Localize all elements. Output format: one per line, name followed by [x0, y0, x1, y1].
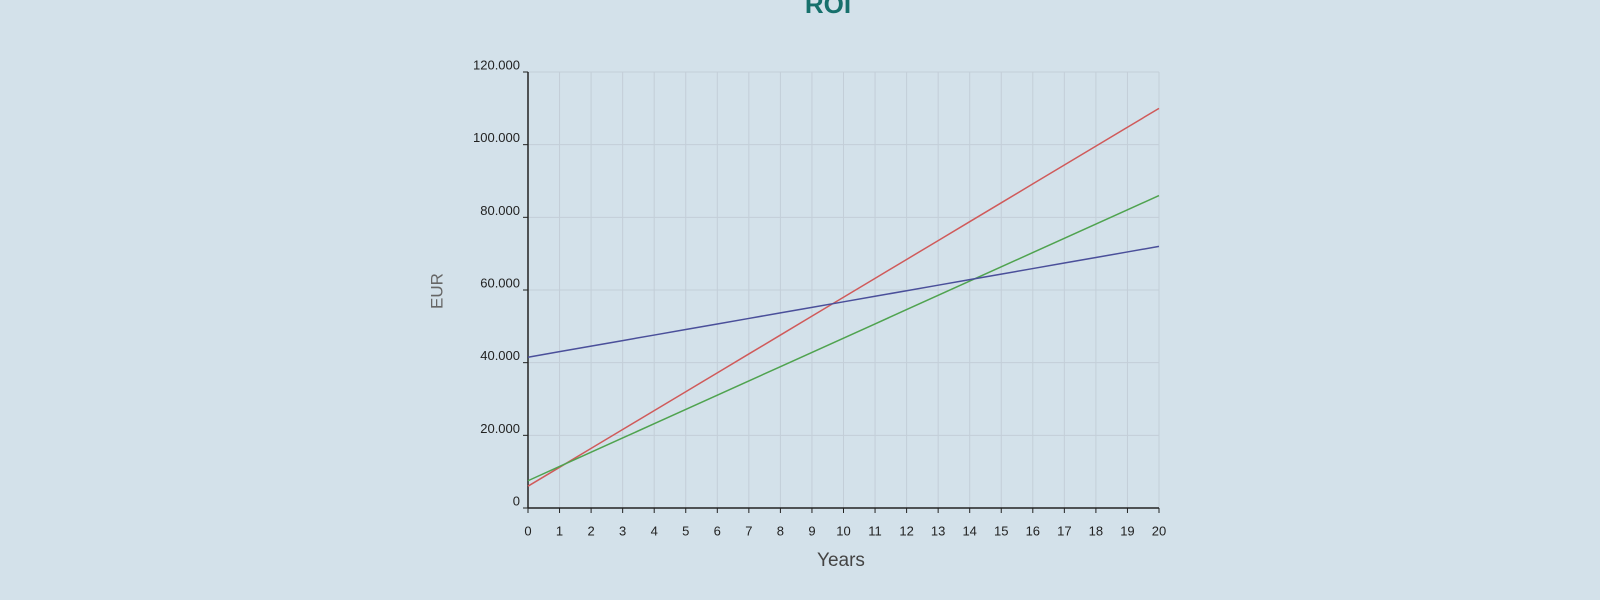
x-tick-label: 2 — [587, 523, 594, 538]
x-tick-label: 10 — [836, 523, 850, 538]
x-tick-label: 6 — [714, 523, 721, 538]
y-tick-label: 80.000 — [480, 203, 520, 218]
x-tick-label: 3 — [619, 523, 626, 538]
x-tick-label: 16 — [1026, 523, 1040, 538]
x-tick-label: 13 — [931, 523, 945, 538]
y-tick-label: 0 — [513, 493, 520, 508]
series-line — [527, 107, 1160, 487]
x-tick-label: 14 — [962, 523, 976, 538]
x-tick-label: 1 — [556, 523, 563, 538]
y-tick-label: 40.000 — [480, 348, 520, 363]
y-tick-label: 120.000 — [473, 57, 520, 72]
x-tick-label: 4 — [651, 523, 658, 538]
x-tick-label: 5 — [682, 523, 689, 538]
x-tick-label: 11 — [868, 523, 882, 538]
x-tick-label: 18 — [1089, 523, 1103, 538]
x-tick-label: 20 — [1152, 523, 1166, 538]
x-tick-label: 7 — [745, 523, 752, 538]
x-tick-label: 17 — [1057, 523, 1071, 538]
y-axis-label: EUR — [427, 273, 446, 309]
chart-title: ROI — [805, 0, 851, 19]
series-line — [527, 194, 1160, 482]
x-tick-label: 12 — [899, 523, 913, 538]
x-tick-label: 15 — [994, 523, 1008, 538]
x-tick-label: 8 — [777, 523, 784, 538]
x-tick-label: 19 — [1120, 523, 1134, 538]
x-tick-label: 9 — [808, 523, 815, 538]
series-line — [527, 245, 1160, 358]
y-tick-label: 100.000 — [473, 130, 520, 145]
x-axis-label: Years — [817, 550, 865, 571]
x-tick-label: 0 — [524, 523, 531, 538]
y-tick-label: 20.000 — [480, 421, 520, 436]
y-tick-label: 60.000 — [480, 275, 520, 290]
